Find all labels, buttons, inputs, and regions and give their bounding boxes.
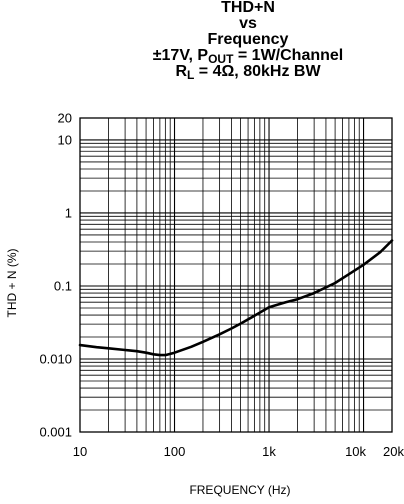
x-tick-label: 100 <box>164 444 186 459</box>
title-line-4-sub: OUT <box>208 52 234 66</box>
title-line-4-prefix: ±17V, P <box>152 47 209 64</box>
series-line-thd-n <box>78 239 394 357</box>
title-line-5-suffix: = 4Ω, 80kHz BW <box>194 63 321 80</box>
title-line-4: ±17V, POUT = 1W/Channel <box>62 47 404 66</box>
plot-frame <box>79 117 393 433</box>
x-tick-label: 10 <box>73 444 87 459</box>
x-axis-label: FREQUENCY (Hz) <box>189 483 290 497</box>
grid-lines <box>80 118 392 432</box>
title-line-5-prefix: R <box>175 63 187 80</box>
title-line-1: THD+N <box>221 0 275 16</box>
y-tick-label: 1 <box>65 205 72 220</box>
y-axis-label: THD + N (%) <box>5 248 19 317</box>
y-tick-label: 0.001 <box>39 425 72 440</box>
y-tick-label: 10 <box>58 132 72 147</box>
x-tick-labels: 10 100 1k 10k 20k <box>73 444 404 459</box>
y-tick-labels: 20 10 1 0.1 0.010 0.001 <box>39 111 72 440</box>
chart-title: THD+N vs Frequency ±17V, POUT = 1W/Chann… <box>62 0 404 82</box>
title-line-4-suffix: = 1W/Channel <box>233 47 344 64</box>
title-line-5: RL = 4Ω, 80kHz BW <box>62 63 404 82</box>
y-tick-label: 20 <box>58 111 72 126</box>
y-tick-label: 0.1 <box>54 278 72 293</box>
x-tick-label: 1k <box>262 444 276 459</box>
title-line-2: vs <box>239 15 257 32</box>
x-tick-label: 20k <box>383 444 404 459</box>
title-line-3: Frequency <box>207 31 289 48</box>
y-tick-label: 0.010 <box>39 351 72 366</box>
x-tick-label: 10k <box>345 444 366 459</box>
title-line-5-sub: L <box>187 68 195 82</box>
